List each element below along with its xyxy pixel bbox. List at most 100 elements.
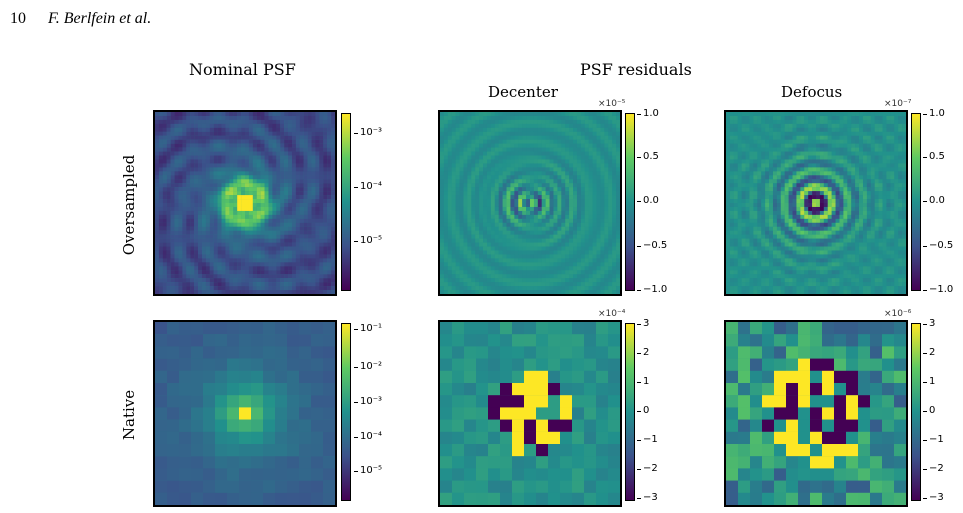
heatmap-cell [327,278,332,283]
heatmap-cell [471,135,476,140]
heatmap-cell [451,139,456,144]
heatmap-cell [600,123,605,128]
heatmap-cell [272,123,277,128]
heatmap-cell [592,270,597,275]
heatmap-cell [291,290,297,294]
heatmap-cell [174,246,179,251]
heatmap-cell [616,222,620,227]
heatmap-cell [260,119,265,125]
heatmap-cell [245,214,250,219]
heatmap-cell [565,254,570,259]
heatmap-cell [447,191,452,196]
heatmap-cell [268,195,273,200]
heatmap-cell [256,226,261,231]
heatmap-cell [831,147,836,152]
heatmap-cell [327,167,332,172]
heatmap-cell [186,222,191,227]
heatmap-cell [800,143,805,148]
heatmap-cell [455,131,460,136]
heatmap-cell [812,159,817,164]
heatmap-cell [268,218,273,223]
heatmap-cell [256,278,261,283]
heatmap-cell [537,266,542,271]
heatmap-cell [471,119,476,125]
heatmap-cell [471,191,476,196]
heatmap-cell [245,163,250,168]
heatmap-cell [463,290,468,294]
heatmap-cell [467,274,472,279]
heatmap-cell [178,123,183,128]
heatmap-cell [584,115,589,121]
heatmap-cell [209,234,214,239]
heatmap-cell [584,159,589,164]
heatmap-cell [315,131,320,136]
heatmap-cell [490,195,495,200]
heatmap-cell [588,246,593,251]
heatmap-cell [463,203,468,208]
heatmap-cell [479,234,484,239]
heatmap-cell [855,155,860,160]
heatmap-cell [545,147,550,152]
heatmap-cell [307,230,312,235]
heatmap-cell [843,155,848,160]
heatmap-cell [315,218,320,223]
heatmap-cell [225,214,230,219]
heatmap-cell [299,286,304,291]
heatmap-cell [272,206,277,212]
heatmap-cell [816,127,821,132]
heatmap-cell [291,199,297,204]
heatmap-cell [494,175,499,180]
heatmap-cell [178,131,183,136]
heatmap-cell [463,183,468,188]
heatmap-cell [303,262,308,267]
heatmap-cell [323,195,328,200]
heatmap-cell [229,234,234,239]
heatmap-cell [596,143,601,148]
heatmap-cell [260,139,265,144]
heatmap-cell [549,234,554,239]
heatmap-cell [882,159,887,164]
heatmap-cell [498,222,503,227]
heatmap-cell [162,131,167,136]
heatmap-cell [816,131,821,136]
heatmap-cell [248,175,253,180]
heatmap-cell [596,214,601,219]
heatmap-cell [514,278,519,283]
heatmap-cell [843,135,848,140]
heatmap-cell [252,254,257,259]
heatmap-cell [276,282,281,287]
heatmap-cell [549,143,554,148]
heatmap-cell [291,155,297,160]
heatmap-cell [155,226,160,231]
heatmap-cell [463,119,468,125]
heatmap-cell [874,167,879,172]
heatmap-cell [311,139,316,144]
heatmap-cell [291,191,297,196]
heatmap-cell [604,282,609,287]
heatmap-cell [194,159,199,164]
heatmap-cell [315,139,320,144]
heatmap-cell [158,143,163,148]
heatmap-cell [327,214,332,219]
heatmap-cell [311,246,316,251]
heatmap-cell [761,131,766,136]
heatmap-cell [522,222,527,227]
heatmap-cell [533,230,538,235]
heatmap-cell [479,270,484,275]
heatmap-cell [784,163,789,168]
heatmap-cell [588,206,593,212]
heatmap-cell [522,143,527,148]
heatmap-cell [264,159,269,164]
heatmap-cell [584,242,589,247]
heatmap-cell [241,127,246,132]
heatmap-cell [467,179,472,184]
heatmap-cell [174,191,179,196]
heatmap-cell [616,187,620,192]
heatmap-cell [890,115,895,121]
heatmap-cell [804,139,809,144]
heatmap-cell [440,282,445,287]
heatmap-cell [245,127,250,132]
heatmap-cell [494,191,499,196]
heatmap-cell [772,167,778,172]
heatmap-cell [225,183,230,188]
